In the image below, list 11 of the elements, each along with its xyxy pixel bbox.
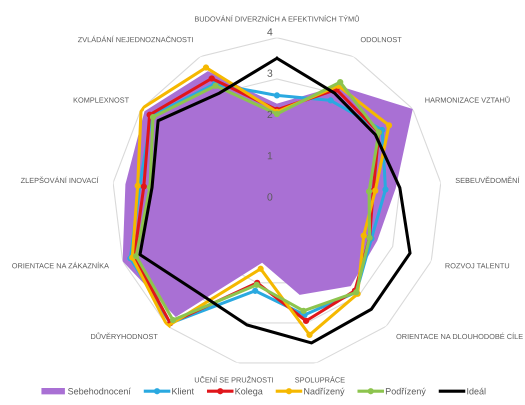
y-tick-label: 4 xyxy=(267,28,272,36)
y-tick-label: 0 xyxy=(267,193,272,201)
y-tick-label: 3 xyxy=(267,69,272,77)
legend-label: Ideál xyxy=(467,388,486,394)
legend-label: Nadřízený xyxy=(304,388,345,396)
legend-label: Klient xyxy=(172,388,194,394)
legend-label: Sebehodnocení xyxy=(68,388,131,394)
y-tick-label: 1 xyxy=(268,152,272,160)
legend-label: Podřízený xyxy=(386,388,426,396)
y-tick-label: 2 xyxy=(268,110,272,118)
legend-label: Kolega xyxy=(235,388,263,396)
